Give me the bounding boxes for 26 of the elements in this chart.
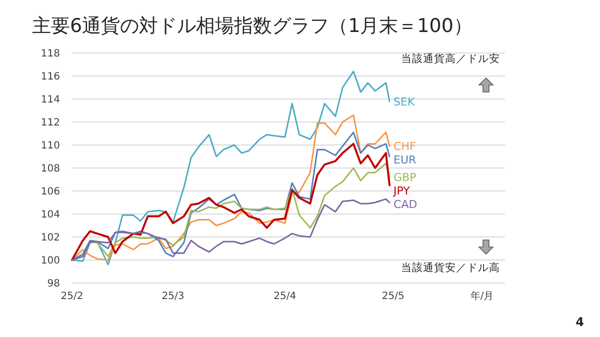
x-tick-label: 25/4 bbox=[274, 291, 296, 302]
y-tick-label: 102 bbox=[40, 232, 60, 244]
annotation: 当該通貨高／ドル安 bbox=[401, 52, 500, 65]
x-tick-label: 25/3 bbox=[162, 291, 184, 302]
series-label: GBP bbox=[394, 171, 417, 184]
y-tick-label: 108 bbox=[40, 164, 60, 174]
x-axis-title: 年/月 bbox=[470, 290, 494, 302]
y-tick-label: 100 bbox=[40, 256, 60, 266]
y-tick-label: 114 bbox=[40, 94, 60, 106]
y-tick-label: 110 bbox=[40, 140, 60, 152]
y-tick-label: 112 bbox=[40, 118, 60, 128]
y-tick-label: 98 bbox=[47, 278, 60, 290]
series-label: CAD bbox=[394, 198, 418, 212]
x-tick-label: 25/2 bbox=[60, 291, 84, 302]
series-label: SEK bbox=[394, 95, 416, 108]
text: 4 bbox=[576, 315, 584, 329]
chart-title: 主要6通貨の対ドル相場指数グラフ（1月末＝100） bbox=[32, 15, 472, 37]
series-label: EUR bbox=[394, 154, 417, 167]
series-label: CHF bbox=[394, 140, 416, 154]
annotation: 当該通貨安／ドル高 bbox=[401, 261, 500, 274]
y-tick-label: 118 bbox=[40, 48, 60, 60]
series-label: JPY bbox=[392, 184, 410, 198]
x-tick-label: 25/5 bbox=[382, 291, 404, 302]
y-tick-label: 116 bbox=[40, 72, 60, 82]
y-tick-label: 104 bbox=[40, 210, 60, 220]
y-tick-label: 106 bbox=[40, 186, 60, 198]
